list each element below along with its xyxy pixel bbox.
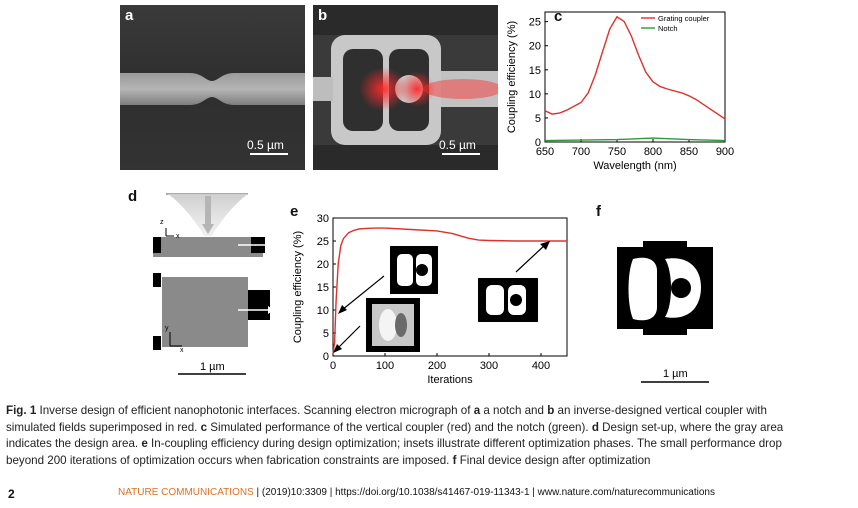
y-tick-label: 30 <box>317 213 329 225</box>
figure-caption: Fig. 1 Inverse design of efficient nanop… <box>6 404 784 467</box>
y-axis-label: Coupling efficiency (%) <box>506 21 518 133</box>
top-design-area <box>153 237 263 257</box>
panel-letter-c: c <box>554 8 563 25</box>
inset-mid-design <box>390 246 438 294</box>
y-tick-label: 25 <box>317 236 329 248</box>
axis-label-x-top: x <box>176 233 180 240</box>
y-tick-label: 20 <box>317 259 329 271</box>
x-tick-label: 100 <box>376 360 394 372</box>
y-tick-label: 20 <box>529 41 541 53</box>
x-tick-label: 850 <box>680 146 698 158</box>
x-tick-label: 900 <box>716 146 734 158</box>
series-line-0 <box>332 227 567 354</box>
scale-label-a: 0.5 µm <box>247 138 284 152</box>
legend-entry: Grating coupler <box>658 14 710 23</box>
panel-letter-a: a <box>125 7 134 24</box>
y-tick-label: 15 <box>529 65 541 77</box>
arrow-right-icon <box>268 241 274 249</box>
design-setup-diagram: z x y x 1 µm <box>153 193 274 375</box>
x-tick-label: 800 <box>644 146 662 158</box>
footer-doi[interactable]: | (2019)10:3309 | https://doi.org/10.103… <box>253 487 715 498</box>
panel-letter-e: e <box>290 203 299 220</box>
scale-label-f: 1 µm <box>663 368 688 380</box>
final-device-design: 1 µm <box>617 241 713 383</box>
series-line-notch <box>544 137 726 142</box>
arrow-right-icon <box>268 306 274 314</box>
sem-image-notch <box>120 5 305 170</box>
x-axis-label: Iterations <box>427 374 473 386</box>
axis-label-z: z <box>160 219 164 226</box>
caption-fig-label: Fig. 1 <box>6 404 37 417</box>
axis-label-x-bottom: x <box>180 347 184 354</box>
scale-label-b: 0.5 µm <box>439 138 476 152</box>
plot-frame <box>544 11 726 143</box>
y-axis-label: Coupling efficiency (%) <box>292 231 304 343</box>
x-tick-label: 700 <box>572 146 590 158</box>
scale-bar-b <box>442 153 480 155</box>
panel-letter-b: b <box>318 7 328 24</box>
scale-label-d: 1 µm <box>200 361 225 373</box>
x-tick-label: 0 <box>330 360 336 372</box>
series-line-grating-coupler <box>544 15 726 120</box>
y-tick-label: 5 <box>535 113 541 125</box>
y-tick-label: 10 <box>529 89 541 101</box>
panel-letter-d: d <box>128 188 138 205</box>
y-tick-label: 5 <box>323 328 329 340</box>
chart-c: 650 700 750 800 850 900 0 5 10 15 20 25 Wavelength (… <box>506 11 734 172</box>
y-tick-label: 0 <box>535 137 541 149</box>
x-axis-label: Wavelength (nm) <box>593 160 676 172</box>
inset-early-design <box>366 298 420 352</box>
legend-entry: Notch <box>658 24 678 33</box>
x-tick-label: 300 <box>480 360 498 372</box>
y-tick-label: 15 <box>317 282 329 294</box>
notch-waveguide <box>120 73 305 105</box>
x-tick-label: 650 <box>536 146 554 158</box>
chart-e: 0 100 200 300 400 0 5 10 15 20 25 30 Iterations Coupl… <box>292 213 568 386</box>
journal-name: NATURE COMMUNICATIONS <box>118 487 254 498</box>
axis-label-y: y <box>165 325 169 332</box>
footer-citation: NATURE COMMUNICATIONS | (2019)10:3309 | … <box>118 487 715 498</box>
inset-final-design <box>478 278 538 322</box>
y-tick-label: 10 <box>317 305 329 317</box>
x-tick-label: 200 <box>428 360 446 372</box>
page-number: 2 <box>8 487 15 501</box>
panel-letter-f: f <box>596 203 601 220</box>
sem-image-coupler <box>313 5 498 170</box>
scale-bar-a <box>250 153 288 155</box>
x-tick-label: 750 <box>608 146 626 158</box>
design-area <box>162 277 248 347</box>
chart-e-insets <box>333 241 550 353</box>
y-tick-label: 25 <box>529 17 541 29</box>
x-tick-label: 400 <box>532 360 550 372</box>
y-tick-label: 0 <box>323 351 329 363</box>
arrow-down-icon <box>202 224 214 234</box>
